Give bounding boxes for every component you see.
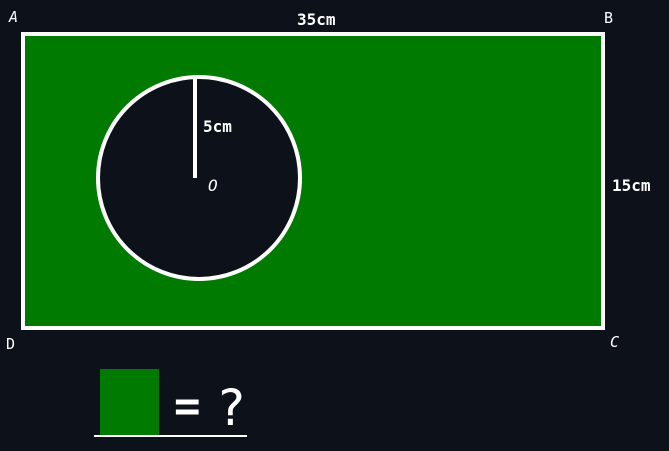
center-label-o: O	[208, 176, 218, 195]
width-label: 35cm	[297, 10, 336, 29]
circle-hole	[96, 75, 302, 281]
radius-label: 5cm	[203, 117, 232, 136]
height-label: 15cm	[612, 176, 651, 195]
question-mark: ?	[216, 379, 246, 437]
shaded-area-swatch	[100, 369, 159, 435]
vertex-label-a: A	[8, 8, 18, 26]
vertex-label-c: C	[610, 333, 619, 351]
vertex-label-b: B	[604, 9, 613, 27]
vertex-label-d: D	[6, 335, 15, 353]
equals-sign: =	[174, 381, 201, 432]
